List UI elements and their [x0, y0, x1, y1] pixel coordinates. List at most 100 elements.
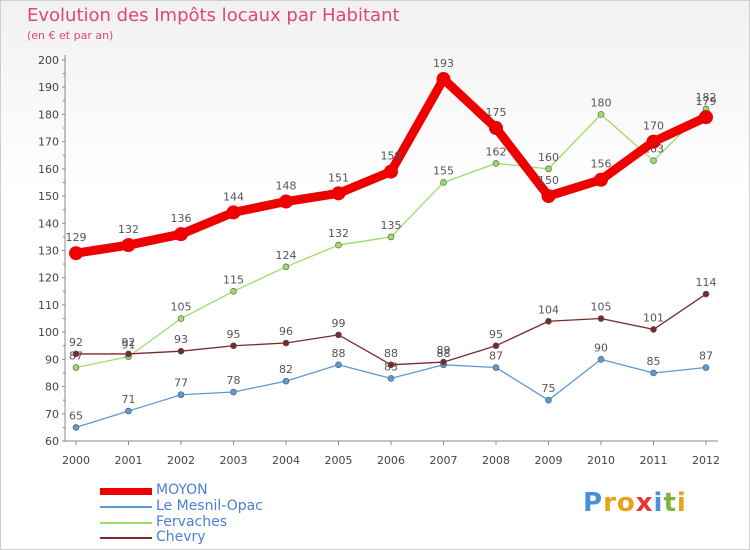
data-point-moyon: [541, 189, 556, 204]
data-label-fervaches: 180: [591, 96, 612, 109]
data-label-fervaches: 105: [171, 301, 192, 314]
data-point-fervaches: [650, 157, 657, 164]
x-tick-label: 2011: [640, 454, 668, 467]
data-label-fervaches: 182: [696, 91, 717, 104]
legend-label-fervaches: Fervaches: [156, 514, 227, 530]
data-point-le-mesnil-opac: [597, 356, 605, 363]
data-point-chevry: [440, 358, 447, 366]
data-label-le-mesnil-opac: 78: [227, 374, 241, 387]
logo-letter: i: [676, 488, 687, 518]
data-label-moyon: 170: [643, 120, 664, 133]
data-point-chevry: [650, 326, 657, 333]
x-tick-label: 2009: [535, 454, 563, 467]
legend-swatch-le-mesnil-opac: [100, 506, 152, 508]
logo-letter: i: [653, 488, 664, 518]
data-point-moyon: [279, 194, 293, 209]
data-label-le-mesnil-opac: 71: [122, 393, 136, 406]
x-tick-label: 2007: [430, 454, 458, 467]
data-point-fervaches: [597, 111, 605, 118]
legend-swatch-chevry: [100, 537, 152, 539]
data-label-moyon: 150: [538, 174, 559, 187]
data-label-chevry: 99: [332, 317, 346, 330]
data-label-moyon: 129: [66, 231, 87, 244]
data-point-le-mesnil-opac: [545, 396, 552, 404]
y-tick-label: 120: [38, 272, 59, 285]
data-label-chevry: 114: [696, 276, 717, 289]
chart-subtitle: (en € et par an): [27, 29, 114, 42]
data-label-moyon: 156: [591, 158, 612, 171]
data-label-moyon: 144: [223, 190, 244, 203]
logo-letter: o: [616, 488, 636, 518]
data-point-fervaches: [492, 160, 500, 167]
proxiti-logo: Proxiti: [583, 488, 687, 518]
y-tick-label: 200: [38, 54, 59, 67]
data-point-moyon: [69, 246, 83, 261]
data-point-fervaches: [230, 288, 237, 295]
data-point-fervaches: [440, 179, 447, 186]
y-tick-label: 180: [38, 108, 59, 121]
data-point-fervaches: [545, 165, 552, 173]
y-tick-label: 70: [45, 408, 59, 421]
legend-label-le-mesnil-opac: Le Mesnil-Opac: [156, 498, 263, 514]
data-label-fervaches: 132: [328, 227, 349, 240]
x-tick-label: 2005: [325, 454, 353, 467]
legend-swatch-moyon: [100, 488, 152, 495]
x-tick-label: 2000: [62, 454, 90, 467]
data-point-moyon: [436, 72, 451, 87]
data-point-chevry: [125, 350, 132, 358]
data-point-chevry: [335, 331, 342, 339]
x-tick-label: 2004: [272, 454, 300, 467]
data-point-le-mesnil-opac: [72, 424, 80, 431]
data-point-chevry: [492, 342, 500, 350]
data-point-moyon: [646, 134, 661, 149]
data-point-moyon: [594, 172, 608, 187]
data-label-moyon: 148: [276, 180, 297, 193]
data-label-le-mesnil-opac: 75: [542, 382, 556, 395]
data-label-chevry: 105: [591, 301, 612, 314]
data-label-chevry: 92: [122, 336, 136, 349]
data-point-fervaches: [177, 315, 185, 322]
data-point-le-mesnil-opac: [702, 364, 710, 371]
data-label-le-mesnil-opac: 88: [332, 347, 346, 360]
data-point-moyon: [489, 121, 503, 136]
logo-letter: x: [635, 488, 654, 518]
data-point-fervaches: [282, 263, 290, 271]
data-label-chevry: 104: [538, 303, 559, 316]
data-label-moyon: 159: [381, 150, 402, 163]
data-label-fervaches: 115: [223, 273, 244, 286]
data-label-le-mesnil-opac: 87: [489, 350, 503, 363]
y-tick-label: 110: [38, 299, 59, 312]
data-point-chevry: [230, 342, 237, 350]
x-tick-label: 2002: [167, 454, 195, 467]
legend-swatch-fervaches: [100, 522, 152, 524]
y-tick-label: 80: [45, 381, 59, 394]
data-label-fervaches: 155: [433, 164, 454, 177]
y-tick-label: 160: [38, 163, 59, 176]
data-point-moyon: [384, 164, 398, 179]
legend-label-chevry: Chevry: [156, 529, 206, 545]
data-point-fervaches: [335, 241, 342, 249]
data-point-chevry: [597, 315, 605, 322]
data-point-moyon: [699, 110, 713, 125]
data-label-le-mesnil-opac: 82: [279, 363, 293, 376]
data-label-chevry: 96: [279, 325, 293, 338]
data-label-chevry: 101: [643, 311, 664, 324]
data-label-chevry: 92: [69, 336, 83, 349]
data-point-chevry: [545, 317, 552, 325]
data-label-le-mesnil-opac: 65: [69, 409, 83, 422]
data-label-chevry: 93: [174, 333, 188, 346]
data-label-fervaches: 162: [486, 145, 507, 158]
data-point-chevry: [177, 347, 185, 355]
y-tick-label: 130: [38, 245, 59, 258]
y-tick-label: 140: [38, 217, 59, 230]
data-point-moyon: [121, 238, 136, 253]
data-point-le-mesnil-opac: [230, 388, 237, 396]
data-label-moyon: 179: [696, 95, 717, 108]
data-label-le-mesnil-opac: 77: [174, 377, 188, 390]
data-label-le-mesnil-opac: 87: [699, 350, 713, 363]
data-label-chevry: 95: [227, 328, 241, 341]
x-tick-label: 2006: [377, 454, 405, 467]
data-point-moyon: [174, 227, 188, 242]
